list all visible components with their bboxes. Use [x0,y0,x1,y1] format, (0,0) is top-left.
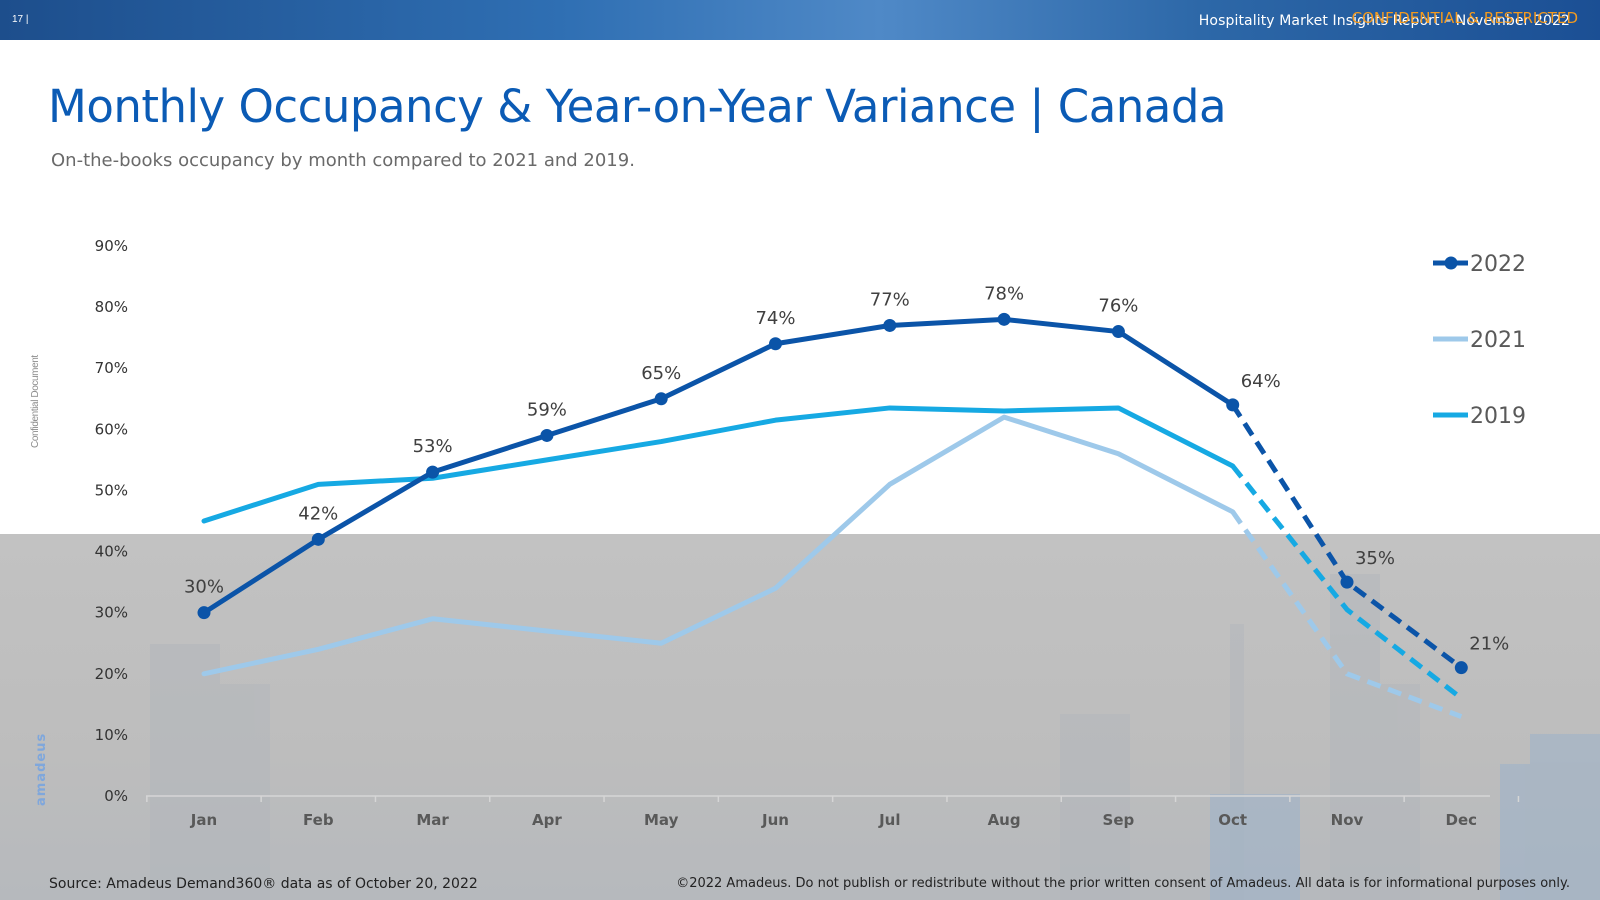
series-line-2019-projected [1230,464,1463,701]
data-label-2022-dec: 21% [1469,634,1509,655]
data-label-2022-oct: 64% [1241,371,1281,392]
series-lines [201,316,1463,719]
y-tick-label-40: 40% [95,543,128,561]
series-line-2021 [201,414,1236,677]
confidential-label: CONFIDENTIAL & RESTRICTED [1351,9,1578,27]
source-note: Source: Amadeus Demand360® data as of Oc… [49,876,478,892]
x-tick-label-jun: Jun [761,811,789,829]
y-tick-label-0: 0% [104,787,128,805]
x-tick-label-apr: Apr [532,811,562,829]
y-tick-label-50: 50% [95,481,128,499]
x-tick-label-aug: Aug [988,811,1021,829]
data-labels: 30% 42% 53% 59% 65% 74% 77% 78% 76% 64% 35% 21% [184,283,1509,654]
legend-label-2021: 2021 [1470,328,1526,353]
city-skyline-image [150,574,1600,900]
x-axis: Jan Feb Mar Apr May Jun Jul Aug Sep Oct Nov Dec [146,795,1520,829]
point-2022-sep [1111,325,1125,339]
series-markers [197,312,1468,675]
data-label-2022-jul: 77% [870,289,910,310]
report-title: Hospitality Market Insights Report – Nov… [1198,13,1570,29]
point-2022-aug [997,312,1011,326]
x-tick-label-may: May [644,811,679,829]
x-tick-label-feb: Feb [303,811,334,829]
y-tick-label-90: 90% [95,237,128,255]
legend-marker-2022 [1444,256,1458,270]
series-line-2022 [201,316,1236,616]
point-2022-may [654,392,668,406]
legend-label-2019: 2019 [1470,404,1526,429]
point-2022-feb [311,532,325,546]
page-number: 17 | [12,14,29,25]
point-2022-jul [883,318,897,332]
data-label-2022-aug: 78% [984,283,1024,304]
data-label-2022-jan: 30% [184,577,224,598]
data-label-2022-apr: 59% [527,399,567,420]
x-tick-label-oct: Oct [1218,811,1247,829]
legend: 2022 2021 2019 [1433,252,1526,429]
data-label-2022-sep: 76% [1098,296,1138,317]
data-label-2022-nov: 35% [1355,548,1395,569]
y-tick-label-60: 60% [95,420,128,438]
legend-label-2022: 2022 [1470,252,1526,277]
point-2022-apr [540,428,554,442]
y-axis-ticks: 0% 10% 20% 30% 40% 50% 60% 70% 80% 90% [95,237,128,805]
x-tick-label-jan: Jan [190,811,217,829]
x-tick-label-jul: Jul [878,811,900,829]
x-tick-label-mar: Mar [416,811,449,829]
x-tick-label-sep: Sep [1103,811,1135,829]
point-2022-jun [769,337,782,351]
y-tick-label-70: 70% [95,359,128,377]
page-subtitle: On-the-books occupancy by month compared… [51,150,635,171]
point-2022-nov [1340,575,1354,589]
series-line-2021-projected [1230,510,1463,719]
y-tick-label-20: 20% [95,665,128,683]
y-tick-label-30: 30% [95,604,128,622]
series-line-2022-projected [1230,403,1463,670]
data-label-2022-may: 65% [641,363,681,384]
data-label-2022-feb: 42% [298,503,338,524]
page-title: Monthly Occupancy & Year-on-Year Varianc… [48,80,1227,133]
y-tick-label-10: 10% [95,726,128,744]
copyright-note: ©2022 Amadeus. Do not publish or redistr… [676,876,1570,891]
point-2022-jan [197,606,211,620]
series-line-2019 [201,405,1236,524]
x-tick-label-dec: Dec [1446,811,1478,829]
data-label-2022-mar: 53% [413,436,453,457]
x-tick-label-nov: Nov [1331,811,1364,829]
header-bar: 17 | Hospitality Market Insights Report … [0,0,1600,40]
y-tick-label-80: 80% [95,298,128,316]
point-2022-mar [426,465,440,479]
data-label-2022-jun: 74% [755,308,795,329]
point-2022-dec [1454,661,1468,675]
point-2022-oct [1226,398,1240,412]
